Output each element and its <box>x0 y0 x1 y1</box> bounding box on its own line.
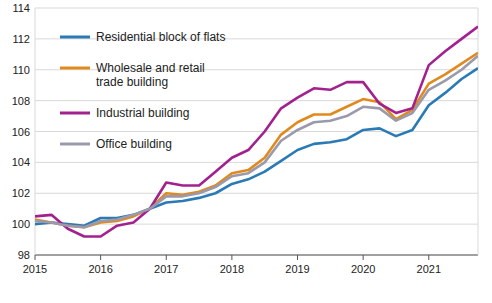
legend-swatch <box>60 67 90 70</box>
x-tick-label: 2021 <box>417 263 441 275</box>
y-tick-label: 104 <box>12 156 30 168</box>
grid-line <box>35 100 478 101</box>
series-line <box>35 27 478 237</box>
x-tick <box>363 255 364 260</box>
legend-line: trade building <box>96 75 168 89</box>
grid-line <box>35 8 478 9</box>
x-tick-label: 2020 <box>351 263 375 275</box>
grid-line <box>35 255 478 256</box>
x-tick <box>100 255 101 260</box>
y-tick-label: 108 <box>12 95 30 107</box>
x-tick-label: 2015 <box>23 263 47 275</box>
legend-swatch <box>60 112 90 115</box>
x-tick <box>35 255 36 260</box>
legend-swatch <box>60 143 90 146</box>
x-tick <box>166 255 167 260</box>
plot-edge <box>478 8 479 255</box>
y-tick-label: 112 <box>12 33 30 45</box>
chart: 98 100 102 104 106 108 110 112 114 2015 2016 2017 20… <box>0 0 492 303</box>
y-tick-label: 100 <box>12 218 30 230</box>
y-tick-label: 98 <box>18 249 30 261</box>
legend-line: Industrial building <box>96 106 189 120</box>
legend-label: Residential block of flats <box>96 30 225 44</box>
plot-area <box>35 27 478 237</box>
x-tick <box>297 255 298 260</box>
legend-line: Wholesale and retail <box>96 61 205 75</box>
legend-swatch <box>60 36 90 39</box>
y-tick-label: 102 <box>12 187 30 199</box>
y-tick-label: 114 <box>12 2 30 14</box>
y-tick-label: 110 <box>12 64 30 76</box>
series-line <box>35 56 478 227</box>
legend-label: Office building <box>96 137 172 151</box>
grid-line <box>35 193 478 194</box>
legend-line: Office building <box>96 137 172 151</box>
series-line <box>35 68 478 225</box>
legend-line: Residential block of flats <box>96 30 225 44</box>
x-tick <box>428 255 429 260</box>
legend-label: Wholesale and retailtrade building <box>96 61 205 89</box>
x-tick <box>231 255 232 260</box>
x-tick-label: 2018 <box>220 263 244 275</box>
x-tick-label: 2016 <box>88 263 112 275</box>
x-axis <box>35 255 478 256</box>
y-tick-label: 106 <box>12 126 30 138</box>
x-tick-label: 2019 <box>285 263 309 275</box>
x-tick-label: 2017 <box>154 263 178 275</box>
y-axis <box>35 8 36 255</box>
legend-label: Industrial building <box>96 106 189 120</box>
